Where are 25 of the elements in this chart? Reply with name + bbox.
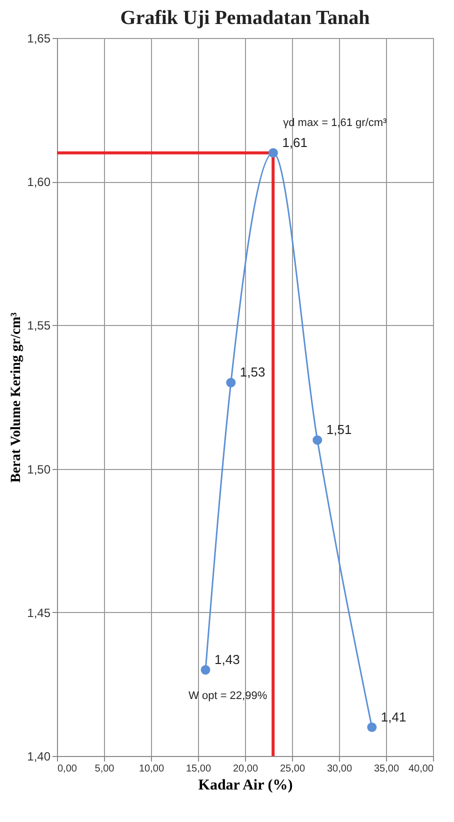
data-label: 1,51 [326,422,352,438]
ref-line-label: W opt = 22,99% [188,690,268,702]
chart-title: Grafik Uji Pemadatan Tanah [120,7,370,29]
y-tick-label: 1,55 [27,318,51,333]
y-tick-label: 1,60 [27,175,51,190]
y-tick-label: 1,65 [27,32,51,46]
x-tick-label: 40,00 [408,764,434,774]
x-tick-label: 5,00 [94,764,115,774]
y-tick-label: 1,45 [27,606,51,620]
x-tick-label: 15,00 [186,764,212,774]
x-tick-label: 10,00 [138,764,164,774]
y-axis-title: Berat Volume Kering gr/cm³ [9,312,24,483]
ref-line-label: γd max = 1,61 gr/cm³ [283,116,388,129]
data-label: 1,53 [240,364,266,380]
x-tick-label: 0,00 [58,764,78,774]
x-axis-title: Kadar Air (%) [198,778,293,794]
y-tick-label: 1,50 [27,462,51,476]
data-label: 1,41 [380,709,406,724]
data-label: 1,61 [282,134,308,150]
x-tick-label: 30,00 [326,764,352,774]
data-label: 1,43 [214,652,240,667]
x-tick-label: 35,00 [374,764,400,774]
x-tick-label: 25,00 [280,764,306,774]
y-tick-label: 1,40 [27,750,51,764]
x-tick-label: 20,00 [232,764,258,774]
